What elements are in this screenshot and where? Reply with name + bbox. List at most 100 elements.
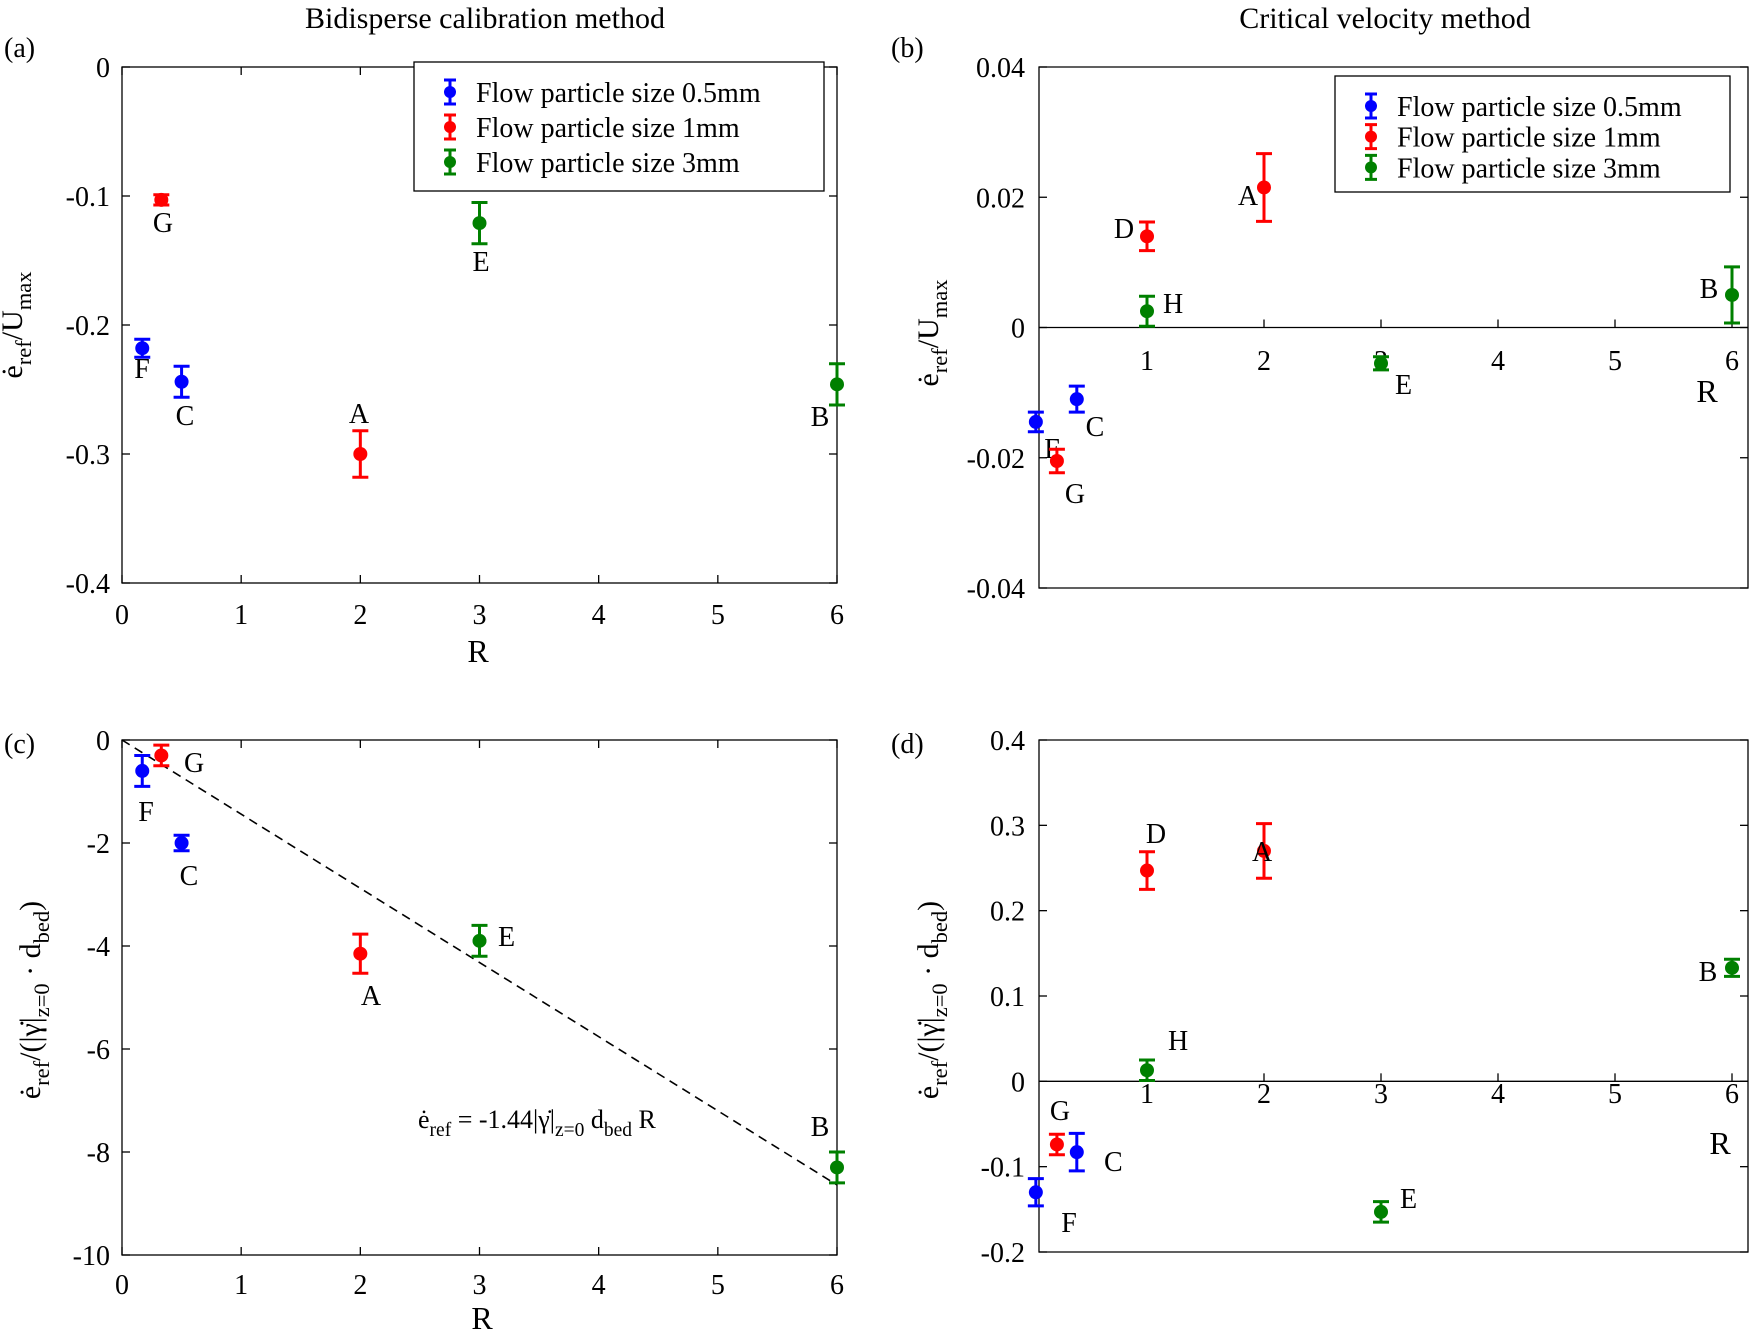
point-label-F: F <box>1061 1208 1077 1239</box>
y-tick-label: -0.02 <box>967 444 1025 475</box>
x-tick-label: 1 <box>234 600 248 631</box>
y-tick-label: 0 <box>1011 314 1025 345</box>
legend-marker <box>1365 130 1377 143</box>
y-tick-label: 0 <box>96 53 110 84</box>
chart-title: Critical velocity method <box>1239 2 1531 35</box>
legend-marker <box>444 86 456 98</box>
point-label-B: B <box>1700 274 1719 305</box>
x-tick-label: 6 <box>1725 346 1739 377</box>
x-tick-label: 3 <box>473 600 487 631</box>
x-tick-label: 4 <box>1491 1079 1505 1110</box>
y-tick-label: 0.3 <box>990 811 1025 842</box>
y-axis-label: ėref/(|γ̇|z=0 · dbed) <box>14 901 54 1099</box>
point-label-B: B <box>811 1112 830 1143</box>
y-tick-label: 0 <box>96 726 110 757</box>
y-tick-label: -2 <box>87 829 110 860</box>
point-label-E: E <box>1400 1184 1417 1215</box>
point-label-C: C <box>176 401 195 432</box>
point-label-C: C <box>180 861 199 892</box>
plot-frame <box>121 739 838 1256</box>
x-tick-label: 4 <box>592 1270 606 1301</box>
point-label-F: F <box>138 797 154 828</box>
panel-label: (b) <box>891 33 924 64</box>
data-point-C <box>1069 392 1084 407</box>
x-axis-label: R <box>467 633 489 669</box>
data-point-C <box>1069 1145 1084 1160</box>
point-label-A: A <box>349 399 370 430</box>
data-point-H <box>1140 1063 1154 1078</box>
legend-entry: Flow particle size 1mm <box>476 113 740 144</box>
x-tick-label: 0 <box>115 600 129 631</box>
x-tick-label: 3 <box>473 1270 487 1301</box>
legend-entry: Flow particle size 3mm <box>1397 153 1661 184</box>
legend-entry: Flow particle size 0.5mm <box>1397 92 1682 123</box>
legend-marker <box>1365 161 1377 174</box>
data-point-G <box>154 192 169 207</box>
y-tick-label: -6 <box>87 1035 110 1066</box>
y-tick-label: 0.02 <box>976 183 1025 214</box>
data-point-B <box>830 1160 844 1175</box>
fit-line <box>121 739 838 1186</box>
x-tick-label: 6 <box>830 1270 844 1301</box>
point-label-H: H <box>1163 289 1183 320</box>
point-label-G: G <box>1050 1096 1070 1127</box>
data-point-G <box>1049 454 1064 469</box>
x-tick-label: 1 <box>1140 1079 1154 1110</box>
data-point-E <box>472 216 487 231</box>
x-tick-label: 2 <box>353 600 367 631</box>
x-tick-label: 2 <box>1257 1079 1271 1110</box>
panel-label: (a) <box>4 33 35 64</box>
y-tick-label: -0.1 <box>981 1153 1025 1184</box>
x-tick-label: 4 <box>1491 346 1505 377</box>
y-axis-label: ėref/Umax <box>912 279 952 386</box>
x-tick-label: 2 <box>353 1270 367 1301</box>
legend-marker <box>444 121 456 133</box>
data-point-F <box>135 763 150 778</box>
x-tick-label: 5 <box>1608 346 1622 377</box>
data-point-A <box>1257 180 1271 195</box>
point-label-D: D <box>1114 214 1134 245</box>
data-point-D <box>1140 863 1154 878</box>
point-label-H: H <box>1168 1026 1188 1057</box>
x-axis-label: R <box>1696 373 1718 409</box>
chart-title: Bidisperse calibration method <box>305 2 665 35</box>
x-tick-label: 2 <box>1257 346 1271 377</box>
point-label-E: E <box>472 247 489 278</box>
point-label-A: A <box>361 981 382 1012</box>
y-axis-label: ėref/(|γ̇|z=0 · dbed) <box>912 901 952 1099</box>
point-label-B: B <box>1699 957 1718 988</box>
point-label-F: F <box>134 354 150 385</box>
data-point-A <box>353 447 368 461</box>
point-label-A: A <box>1238 181 1259 212</box>
legend-entry: Flow particle size 0.5mm <box>476 78 761 109</box>
x-tick-label: 4 <box>592 600 606 631</box>
data-point-D <box>1140 229 1154 244</box>
x-tick-label: 6 <box>830 600 844 631</box>
point-label-B: B <box>811 402 830 433</box>
legend-box <box>1334 75 1731 193</box>
data-point-E <box>472 933 487 948</box>
data-point-E <box>1374 356 1388 371</box>
data-point-E <box>1374 1204 1388 1219</box>
x-tick-label: 1 <box>1140 346 1154 377</box>
x-tick-label: 0 <box>115 1270 129 1301</box>
data-point-A <box>353 946 368 961</box>
point-label-E: E <box>1395 370 1412 401</box>
y-tick-label: 0.4 <box>990 726 1025 757</box>
data-point-H <box>1140 304 1154 319</box>
legend-box <box>413 61 825 192</box>
x-tick-label: 5 <box>711 600 725 631</box>
panel-label: (d) <box>891 729 924 760</box>
x-tick-label: 5 <box>1608 1079 1622 1110</box>
x-tick-label: 6 <box>1725 1079 1739 1110</box>
y-tick-label: 0 <box>1011 1067 1025 1098</box>
y-axis-label: ėref/Umax <box>0 271 36 378</box>
y-tick-label: -4 <box>87 932 110 963</box>
y-tick-label: 0.2 <box>990 897 1025 928</box>
point-label-G: G <box>184 748 204 779</box>
y-tick-label: -0.2 <box>981 1238 1025 1269</box>
point-label-A: A <box>1252 837 1273 868</box>
y-tick-label: -0.2 <box>66 311 110 342</box>
panel-c: 0-2-4-6-8-100 1 2 3 4 5 6FCGAEB(c)Rėref/(|γ̇|z… <box>4 726 845 1333</box>
